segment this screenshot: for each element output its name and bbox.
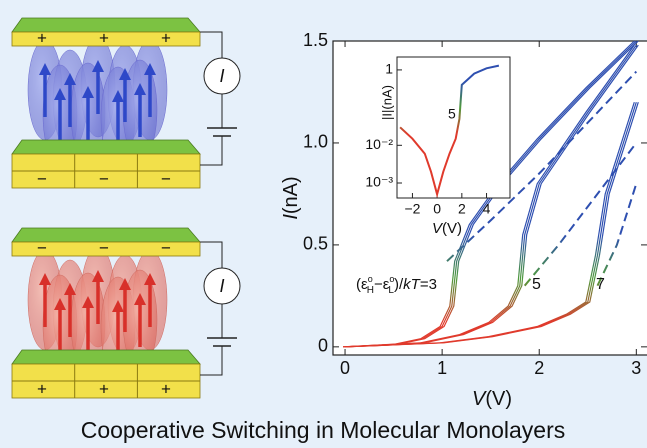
- inset-curve: [399, 64, 500, 199]
- plate-sign: −: [37, 169, 47, 188]
- illustration: + + + − − − I − − − + + + I: [11, 17, 241, 398]
- curve-label: 5: [532, 276, 541, 293]
- plate: − − −: [11, 139, 201, 188]
- dipole-head: [39, 273, 51, 285]
- dipole-head: [112, 90, 124, 102]
- annotation-part: )/: [394, 276, 404, 293]
- plate-side: [11, 241, 201, 257]
- annotation: (εo H−εo L)/kT=3: [356, 274, 437, 296]
- wire: [200, 346, 223, 376]
- annotation-part: kT: [403, 276, 422, 293]
- dipole-head: [82, 86, 94, 98]
- plate-sign: −: [99, 238, 109, 257]
- curve: [446, 70, 638, 262]
- annotation-part: −ε: [374, 276, 390, 293]
- plate-sign: −: [99, 169, 109, 188]
- dipole-head: [134, 83, 146, 95]
- dipole-head: [64, 73, 76, 85]
- plate: + + +: [11, 349, 201, 398]
- x-tick-label: 2: [534, 358, 544, 378]
- inset-x-symbol: V: [432, 220, 444, 237]
- dipole-head: [92, 60, 104, 72]
- inset-y-tick-label: 10⁻²: [365, 136, 393, 152]
- plate-sign: +: [161, 28, 171, 47]
- wire: [200, 136, 223, 166]
- x-axis-label: V(V): [472, 388, 512, 410]
- dipole-head: [39, 63, 51, 75]
- dipole-head: [119, 278, 131, 290]
- meter-label: I: [219, 66, 224, 86]
- inset-x-tick-label: 4: [483, 201, 491, 217]
- curve-label: 7: [596, 276, 605, 293]
- meter: [203, 57, 241, 95]
- wire: [200, 241, 223, 268]
- x-tick-label: 1: [437, 358, 447, 378]
- curve: [596, 183, 638, 287]
- chart: 00.51.01.50 1 2 3I(nA)V(V)(εo H−εo L)/kT=3 5 71…: [280, 30, 647, 410]
- plate-sign: −: [161, 169, 171, 188]
- plate: + + +: [11, 17, 201, 47]
- inset-y-tick-label: 10⁻³: [365, 174, 393, 190]
- dipole-head: [119, 68, 131, 80]
- dipole-head: [54, 298, 66, 310]
- x-tick-label: 0: [340, 358, 350, 378]
- inset-x-tick-label: 0: [433, 201, 441, 217]
- inset-y-label: |I|(nA): [379, 85, 394, 120]
- dipole-head: [64, 283, 76, 295]
- dipole-head: [144, 63, 156, 75]
- meter: [203, 267, 241, 305]
- plate-sign: −: [37, 238, 47, 257]
- curve: [346, 102, 639, 348]
- curve: [346, 40, 639, 348]
- dipole-head: [134, 293, 146, 305]
- plate-top: [11, 349, 201, 365]
- y-tick-label: 1.0: [303, 132, 328, 152]
- annotation-part: H: [367, 285, 374, 296]
- plate-sign: +: [99, 379, 109, 398]
- inset-x-tick-label: −2: [404, 201, 420, 217]
- y-tick-label: 0.5: [303, 234, 328, 254]
- plate-sign: −: [161, 238, 171, 257]
- y-tick-label: 0: [318, 336, 328, 356]
- plate-side: [11, 31, 201, 47]
- inset-x-label: V(V): [432, 220, 462, 237]
- dipole-head: [82, 296, 94, 308]
- inset-x-tick-label: 2: [458, 201, 466, 217]
- x-tick-label: 3: [631, 358, 641, 378]
- curve: [346, 44, 639, 348]
- plate-sign: +: [37, 379, 47, 398]
- dipole-head: [144, 273, 156, 285]
- annotation-part: =3: [420, 276, 437, 293]
- annotation-part: (ε: [356, 276, 368, 293]
- wire: [200, 31, 223, 58]
- curve: [523, 142, 638, 287]
- dipole-head: [54, 88, 66, 100]
- inset-x-unit: (V): [442, 220, 462, 237]
- y-tick-label: 1.5: [303, 30, 328, 50]
- y-axis-symbol: I: [280, 214, 302, 220]
- x-axis-unit: (V): [485, 388, 512, 410]
- inset-annotation: 5: [448, 106, 456, 122]
- y-axis-unit: (nA): [280, 176, 302, 214]
- annotation-part: o: [389, 274, 394, 284]
- y-axis-label: I(nA): [280, 176, 302, 219]
- plate-sign: +: [37, 28, 47, 47]
- x-axis-symbol: V: [472, 388, 487, 410]
- annotation-part: o: [368, 274, 373, 284]
- plate: − − −: [11, 227, 201, 257]
- plate-top: [11, 139, 201, 155]
- inset-y-tick-label: 1: [385, 61, 393, 77]
- dipole-head: [92, 270, 104, 282]
- meter-label: I: [219, 276, 224, 296]
- inset-area: [396, 56, 511, 199]
- plate-sign: +: [99, 28, 109, 47]
- annotation-part: L: [388, 285, 394, 296]
- plate-sign: +: [161, 379, 171, 398]
- caption: Cooperative Switching in Molecular Monol…: [81, 417, 566, 443]
- dipole-head: [112, 300, 124, 312]
